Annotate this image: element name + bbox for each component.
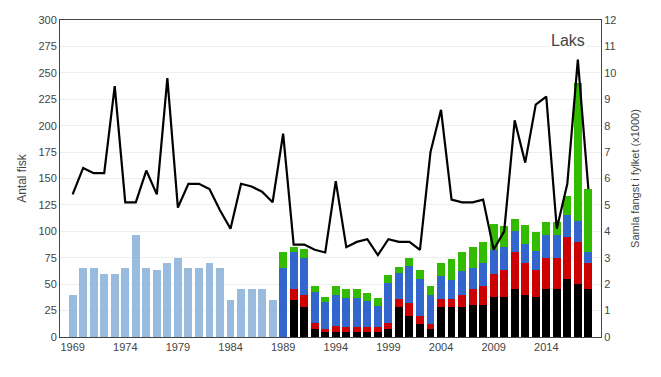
svg-text:6: 6 [604, 172, 610, 184]
svg-text:9: 9 [604, 93, 610, 105]
svg-text:8: 8 [604, 120, 610, 132]
svg-text:1: 1 [604, 304, 610, 316]
svg-text:1999: 1999 [376, 341, 400, 353]
svg-text:2004: 2004 [429, 341, 453, 353]
svg-text:5: 5 [604, 199, 610, 211]
svg-text:10: 10 [604, 67, 616, 79]
svg-text:2: 2 [604, 278, 610, 290]
svg-text:4: 4 [604, 225, 610, 237]
svg-text:1979: 1979 [166, 341, 190, 353]
svg-text:Laks: Laks [551, 32, 585, 49]
svg-text:7: 7 [604, 146, 610, 158]
svg-text:Antal fisk: Antal fisk [15, 153, 29, 203]
svg-text:1984: 1984 [218, 341, 242, 353]
svg-text:50: 50 [45, 278, 57, 290]
svg-text:12: 12 [604, 14, 616, 26]
svg-text:150: 150 [38, 172, 56, 184]
svg-text:2009: 2009 [481, 341, 505, 353]
svg-text:25: 25 [45, 304, 57, 316]
svg-text:1994: 1994 [324, 341, 348, 353]
svg-text:2014: 2014 [534, 341, 558, 353]
svg-text:1969: 1969 [60, 341, 84, 353]
svg-text:0: 0 [604, 331, 610, 343]
svg-text:250: 250 [38, 67, 56, 79]
svg-text:1989: 1989 [271, 341, 295, 353]
svg-text:200: 200 [38, 120, 56, 132]
svg-text:0: 0 [51, 331, 57, 343]
svg-text:Samla fangst i fylket (x1000): Samla fangst i fylket (x1000) [629, 109, 641, 248]
svg-text:100: 100 [38, 225, 56, 237]
svg-text:225: 225 [38, 93, 56, 105]
svg-text:275: 275 [38, 40, 56, 52]
svg-text:175: 175 [38, 146, 56, 158]
svg-text:1974: 1974 [113, 341, 137, 353]
svg-text:300: 300 [38, 14, 56, 26]
svg-text:75: 75 [45, 252, 57, 264]
svg-text:11: 11 [604, 40, 615, 52]
svg-text:3: 3 [604, 252, 610, 264]
svg-text:125: 125 [38, 199, 56, 211]
